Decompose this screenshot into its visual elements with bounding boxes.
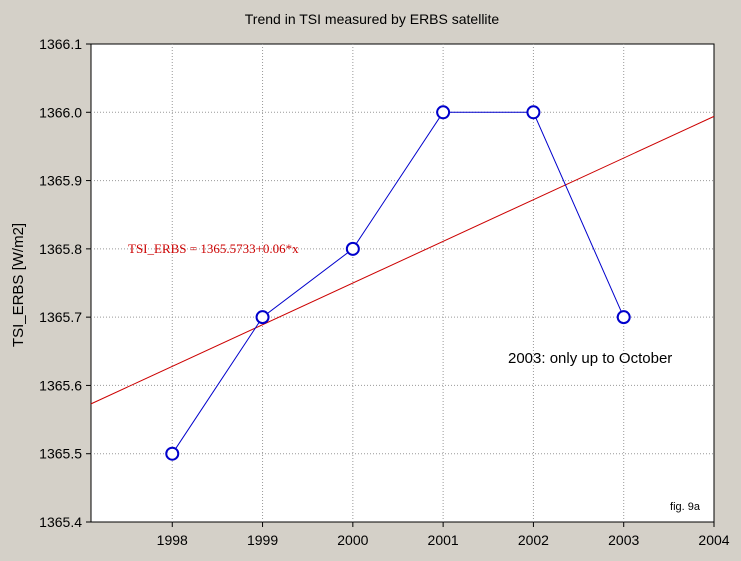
data-point (616, 310, 631, 325)
y-axis: 1365.4 1365.5 1365.6 1365.7 1365.8 1365.9 1366… (39, 36, 91, 530)
x-tick-label: 1999 (247, 532, 278, 548)
data-point (255, 310, 270, 325)
x-tick-label: 2000 (337, 532, 368, 548)
y-tick-label: 1365.9 (39, 173, 82, 189)
y-tick-label: 1365.5 (39, 446, 82, 462)
x-tick-label: 2001 (428, 532, 459, 548)
plot-area (90, 43, 715, 523)
series-line (171, 111, 625, 454)
series-layer (165, 105, 631, 461)
trend-layer (90, 115, 715, 405)
y-tick-label: 1365.6 (39, 377, 82, 393)
annotation-2003-note: 2003: only up to October (508, 350, 672, 367)
x-axis: 1998 1999 2000 2001 2002 2003 2004 (157, 522, 730, 548)
figure-label: fig. 9a (670, 501, 701, 513)
y-tick-label: 1366.1 (39, 36, 82, 52)
data-point (436, 105, 451, 120)
y-tick-label: 1365.8 (39, 241, 82, 257)
y-axis-label: TSI_ERBS [W/m2] (10, 223, 27, 347)
y-tick-label: 1365.7 (39, 309, 82, 325)
trend-equation-label: TSI_ERBS = 1365.5733+0.06*x (128, 241, 299, 256)
y-tick-label: 1365.4 (39, 514, 82, 530)
grid (91, 44, 714, 522)
x-tick-label: 2002 (518, 532, 549, 548)
x-tick-label: 1998 (157, 532, 188, 548)
data-point (345, 241, 360, 256)
data-point (165, 446, 180, 461)
trend-line (90, 115, 715, 405)
x-tick-label: 2003 (608, 532, 639, 548)
chart-title: Trend in TSI measured by ERBS satellite (245, 11, 500, 27)
y-tick-label: 1366.0 (39, 104, 82, 120)
data-point (526, 105, 541, 120)
x-tick-label: 2004 (698, 532, 729, 548)
